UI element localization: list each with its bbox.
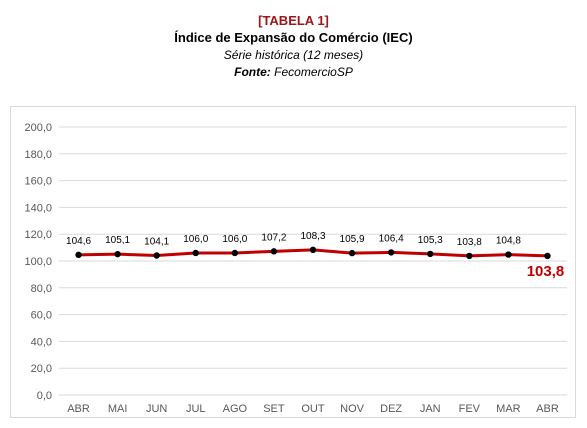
y-tick-label: 160,0 <box>24 176 52 188</box>
data-label: 104,8 <box>496 236 521 247</box>
data-label: 104,1 <box>144 237 169 248</box>
x-tick-label: FEV <box>459 403 481 415</box>
data-label: 105,1 <box>105 235 130 246</box>
source-label: Fonte: <box>234 65 271 79</box>
x-tick-label: JUL <box>186 403 206 415</box>
data-label: 104,6 <box>66 236 91 247</box>
data-label: 106,0 <box>183 234 208 245</box>
data-point <box>270 248 278 255</box>
chart-area: 0,0 20,0 40,0 60,0 80,0 100,0 120,0 140,0 160,0 1… <box>10 106 576 418</box>
x-tick-label: AGO <box>223 403 248 415</box>
x-tick-label: ABR <box>67 403 90 415</box>
x-tick-label: JAN <box>420 403 441 415</box>
data-label: 105,9 <box>340 234 365 245</box>
y-tick-label: 140,0 <box>24 202 52 214</box>
data-point <box>153 252 160 259</box>
chart-title: Índice de Expansão do Comércio (IEC) <box>174 30 413 45</box>
y-tick-label: 120,0 <box>24 229 52 241</box>
data-label: 103,8 <box>457 237 482 248</box>
data-point <box>192 249 199 257</box>
y-tick-label: 180,0 <box>24 149 52 161</box>
source-value: FecomercioSP <box>274 65 353 79</box>
table-tag: [TABELA 1] <box>258 13 329 28</box>
y-tick-label: 80,0 <box>31 283 52 295</box>
chart-subtitle: Série histórica (12 meses) <box>223 48 364 62</box>
y-tick-label: 60,0 <box>31 310 52 322</box>
x-tick-label: MAR <box>496 403 521 415</box>
data-label-highlight: 103,8 <box>527 263 565 280</box>
data-label: 108,3 <box>300 231 325 242</box>
x-tick-label: JUN <box>146 403 167 415</box>
data-label: 107,2 <box>261 232 286 243</box>
data-label: 105,3 <box>418 235 443 246</box>
data-point <box>309 246 317 254</box>
x-tick-label: SET <box>263 403 285 415</box>
data-point <box>231 249 239 257</box>
y-tick-label: 20,0 <box>31 363 52 375</box>
chart-header: [TABELA 1] Índice de Expansão do Comérci… <box>0 12 587 81</box>
data-point <box>387 249 395 256</box>
data-point <box>75 251 82 259</box>
y-tick-label: 40,0 <box>31 336 52 348</box>
data-label: 106,0 <box>222 234 247 245</box>
line-chart: 0,0 20,0 40,0 60,0 80,0 100,0 120,0 140,0 160,0 1… <box>24 122 567 415</box>
chart-source: Fonte: FecomercioSP <box>0 64 587 81</box>
x-tick-label: NOV <box>340 403 365 415</box>
data-point <box>427 250 434 258</box>
y-tick-label: 200,0 <box>24 122 52 134</box>
data-point <box>348 249 356 257</box>
x-tick-label: OUT <box>301 403 325 415</box>
y-tick-label: 100,0 <box>24 256 52 268</box>
x-tick-label: MAI <box>108 403 128 415</box>
x-tick-label: DEZ <box>380 403 402 415</box>
data-point <box>466 252 473 260</box>
data-point <box>114 250 121 258</box>
x-tick-label: ABR <box>536 403 559 415</box>
data-point <box>544 252 551 260</box>
y-tick-label: 0,0 <box>37 390 52 402</box>
data-label: 106,4 <box>379 233 404 244</box>
data-point <box>505 251 512 258</box>
